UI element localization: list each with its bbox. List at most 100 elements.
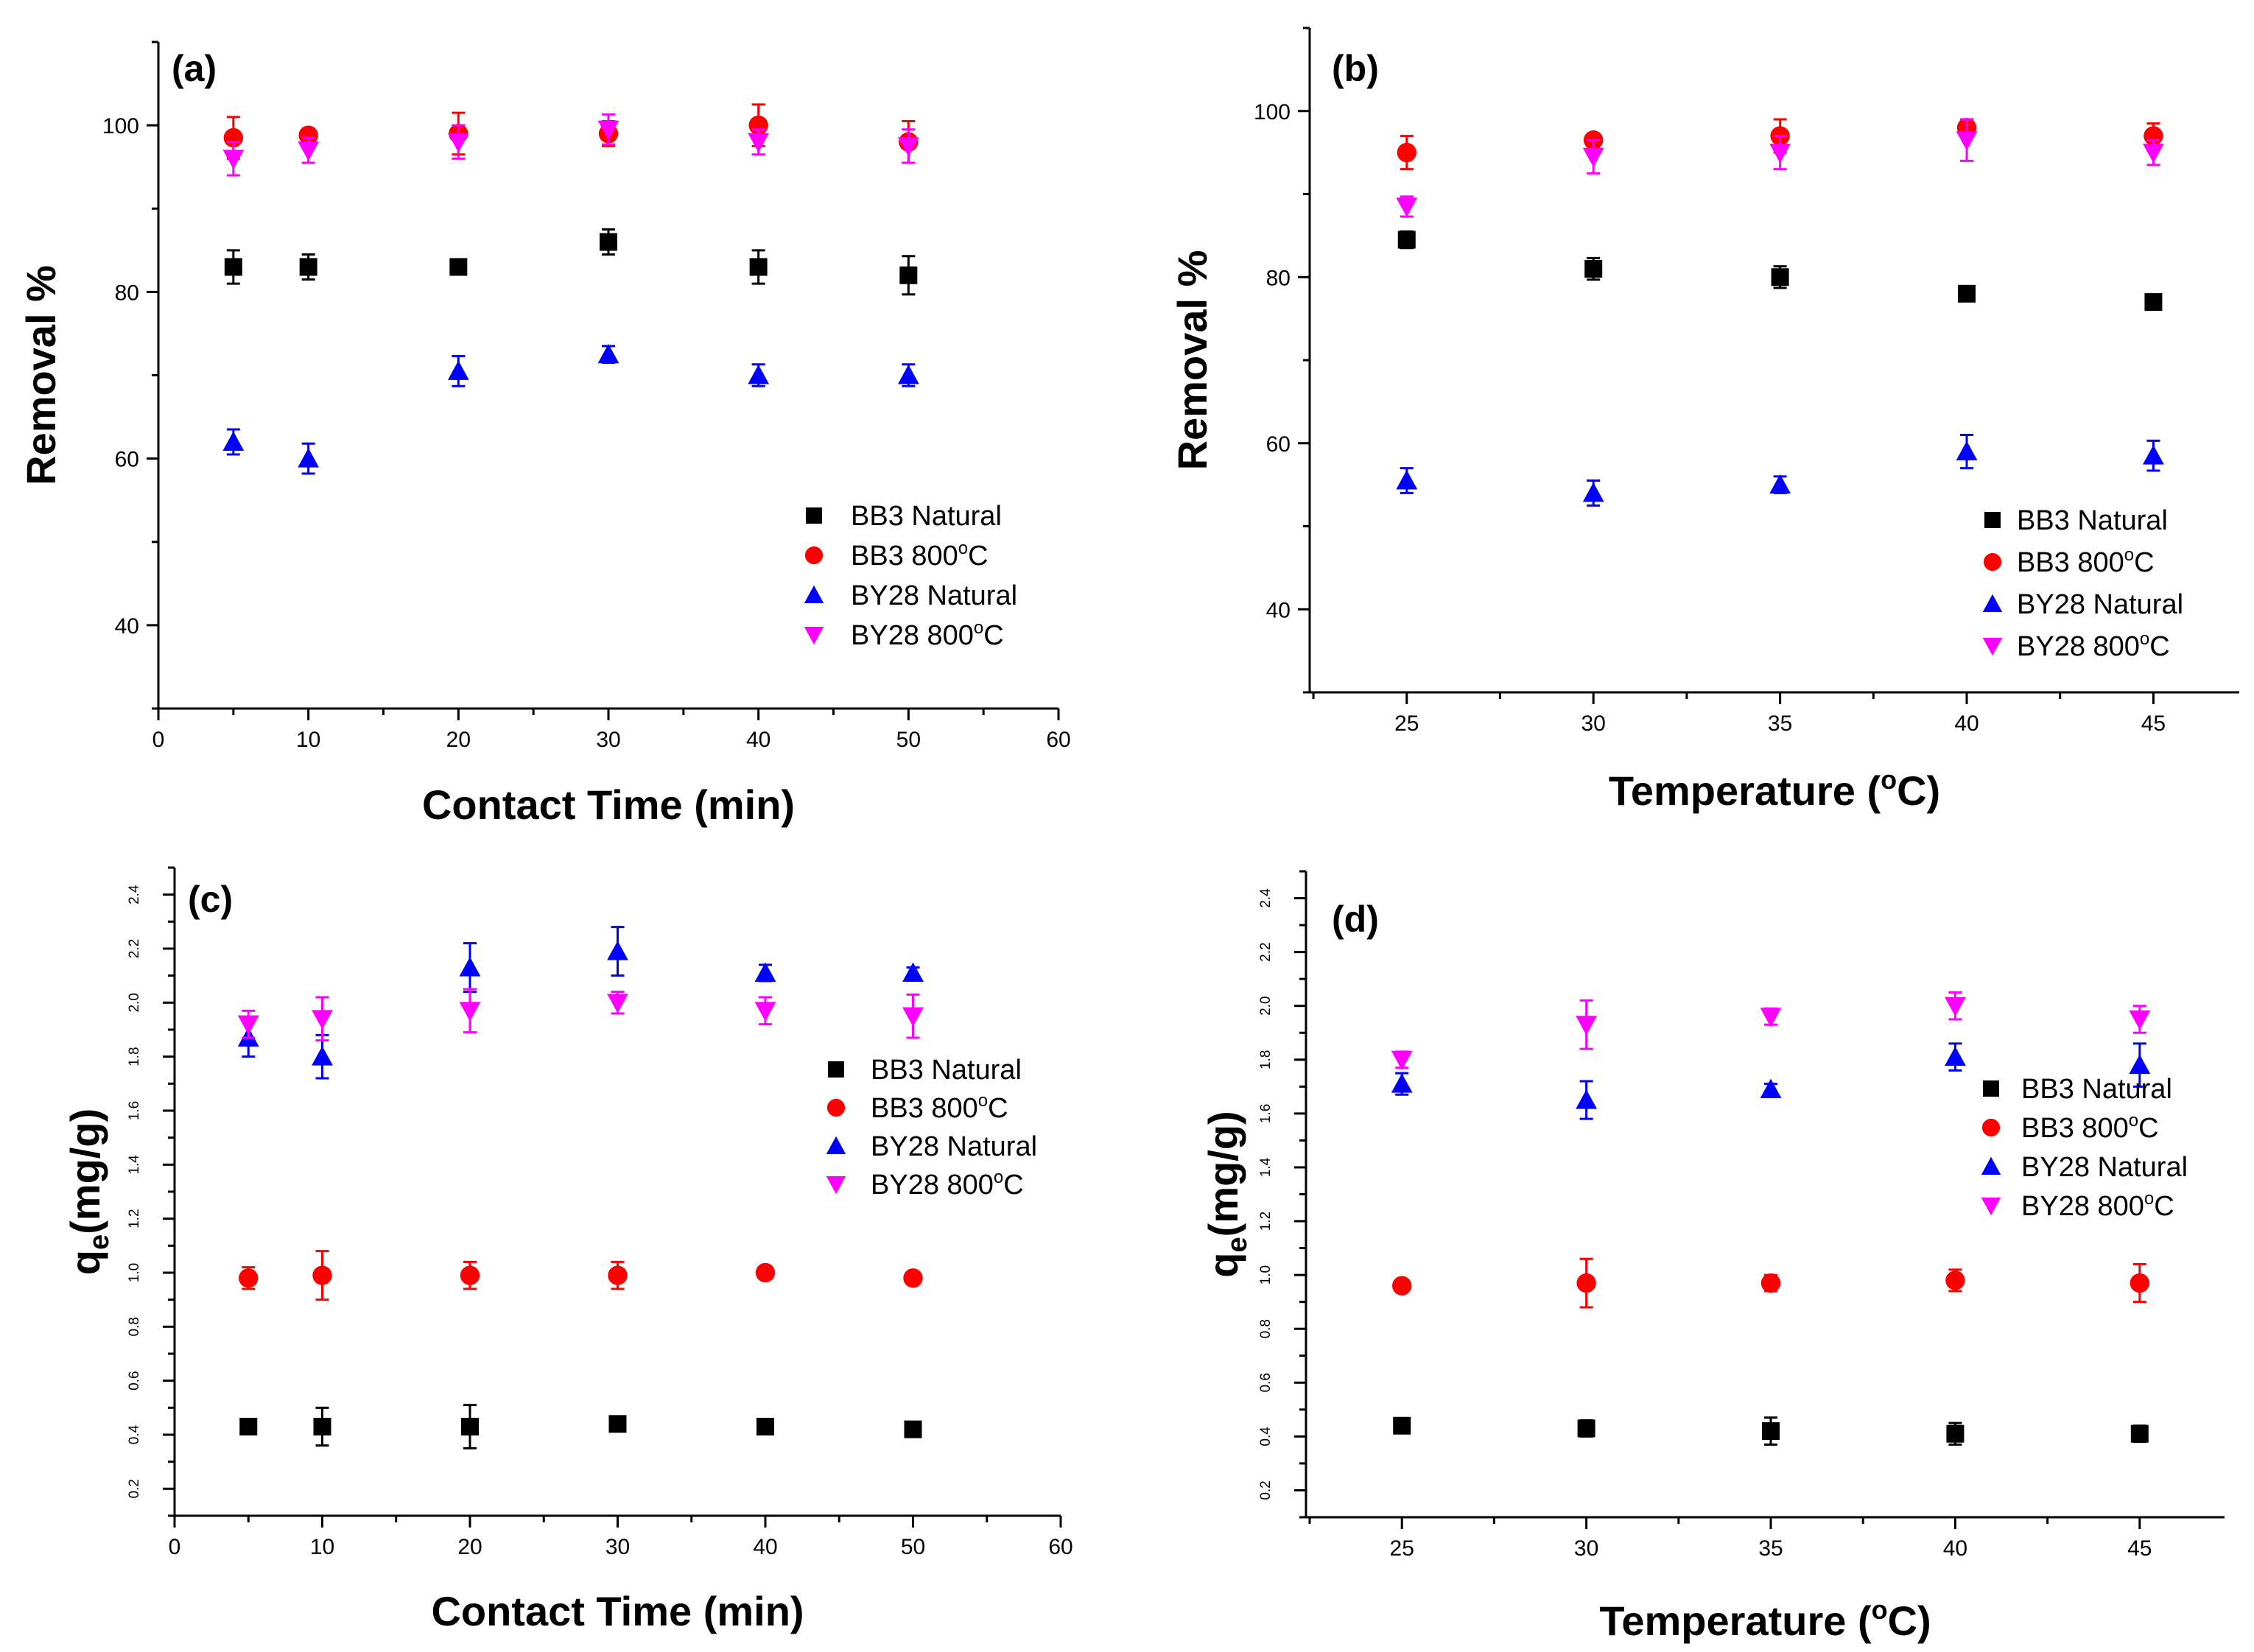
- legend-marker: [1981, 1118, 2001, 1137]
- legend-label: BB3 800oC: [2021, 1111, 2159, 1144]
- chart-panel-4: 25 30 35 40 45 0.2 0.4 0.6 0.8 1.0 1.2 1.4 1.6 1.8 2.0…: [1200, 870, 2225, 1644]
- x-tick-label: 10: [310, 1535, 334, 1559]
- y-tick-label: 0.8: [127, 1317, 142, 1336]
- y-tick-label: 40: [1266, 598, 1291, 622]
- data-point: [756, 1418, 774, 1435]
- legend-marker: [1981, 1156, 2001, 1175]
- series-bb3-800c: [223, 103, 919, 164]
- x-tick-label: 50: [896, 728, 921, 752]
- y-tick-label: 80: [1266, 266, 1291, 290]
- panel-label: (c): [188, 879, 233, 920]
- y-tick-label: 1.0: [1258, 1265, 1274, 1284]
- data-point: [1393, 1416, 1411, 1435]
- y-tick-label: 0.4: [127, 1424, 142, 1444]
- chart-panel-2: 25 30 35 40 45 40 60 80 100 Temperature (oC) Remov…: [1169, 27, 2239, 814]
- legend-label: BB3 800oC: [851, 538, 989, 572]
- data-point: [607, 941, 628, 960]
- data-point: [1576, 1273, 1596, 1293]
- legend-marker: [826, 1176, 846, 1195]
- data-point: [1584, 259, 1603, 278]
- data-point: [899, 266, 918, 284]
- legend: BB3 Natural BB3 800oC BY28 Natural BY28 800…: [1982, 505, 2183, 662]
- data-point: [600, 233, 617, 251]
- panel-label: (a): [172, 48, 217, 89]
- y-tick-label: 2.2: [1258, 942, 1274, 961]
- y-tick-label: 1.0: [127, 1263, 142, 1282]
- x-tick-label: 40: [746, 728, 770, 752]
- series-bb3-800c: [239, 1250, 923, 1301]
- data-point: [1577, 1419, 1595, 1438]
- legend-label: BY28 Natural: [2017, 589, 2183, 620]
- y-tick-label: 100: [102, 114, 139, 138]
- panel-label: (d): [1332, 899, 1379, 940]
- legend-label: BY28 Natural: [2021, 1152, 2188, 1183]
- data-point: [1582, 147, 1604, 168]
- data-point: [897, 137, 919, 157]
- legend-label: BB3 Natural: [2017, 505, 2168, 536]
- data-point: [447, 133, 469, 153]
- y-tick-label: 1.2: [1258, 1212, 1274, 1231]
- legend-marker: [1982, 638, 2003, 656]
- y-tick-label: 0.8: [1258, 1319, 1274, 1338]
- y-tick-label: 1.2: [127, 1209, 142, 1228]
- data-point: [754, 1002, 776, 1022]
- y-tick-label: 60: [115, 448, 139, 472]
- data-point: [312, 1046, 333, 1066]
- data-point: [1945, 1270, 1965, 1290]
- data-point: [461, 1418, 479, 1435]
- series-bb3-natural: [224, 228, 918, 296]
- y-tick-label: 0.6: [127, 1371, 142, 1390]
- series-by28-natural: [222, 343, 919, 475]
- x-axis-title: Temperature (oC): [1599, 1595, 1931, 1644]
- data-point: [1958, 284, 1976, 303]
- y-tick-label: 1.8: [127, 1047, 142, 1066]
- y-tick-label: 0.2: [127, 1479, 142, 1498]
- data-point: [1769, 474, 1791, 494]
- data-point: [1576, 1016, 1598, 1036]
- x-tick-label: 50: [901, 1535, 925, 1559]
- y-tick-label: 1.4: [1258, 1157, 1274, 1177]
- series-bb3-800c: [1392, 1257, 2150, 1309]
- legend: BB3 Natural BB3 800oC BY28 Natural BY28 800…: [1981, 1074, 2188, 1222]
- data-point: [607, 994, 628, 1013]
- data-point: [460, 1265, 480, 1285]
- y-tick-label: 0.4: [1258, 1427, 1274, 1447]
- legend: BB3 Natural BB3 800oC BY28 Natural BY28 800…: [804, 501, 1017, 651]
- legend-label: BY28 800oC: [2021, 1189, 2174, 1222]
- y-tick-label: 1.6: [1258, 1104, 1274, 1123]
- data-point: [904, 1420, 922, 1438]
- data-point: [903, 1268, 923, 1288]
- y-axis-title: qe(mg/g): [62, 1108, 115, 1275]
- data-point: [313, 1418, 331, 1435]
- series-bb3-natural: [239, 1404, 922, 1449]
- x-tick-label: 30: [1574, 1536, 1598, 1561]
- x-tick-label: 20: [457, 1535, 482, 1559]
- data-point: [1576, 1089, 1598, 1109]
- y-tick-label: 100: [1254, 100, 1291, 124]
- data-point: [1945, 1046, 1966, 1066]
- data-point: [2143, 144, 2164, 164]
- data-point: [312, 1265, 332, 1285]
- data-point: [755, 1262, 776, 1283]
- data-point: [2130, 1273, 2150, 1293]
- y-tick-label: 1.8: [1258, 1050, 1274, 1069]
- y-tick-label: 2.0: [127, 993, 142, 1012]
- data-point: [597, 120, 619, 141]
- data-point: [299, 258, 317, 276]
- series-by28-800c: [1396, 118, 2164, 218]
- legend-marker: [1984, 512, 2001, 528]
- series-by28-800c: [237, 988, 924, 1042]
- legend-label: BY28 Natural: [871, 1131, 1037, 1162]
- series-by28-natural: [1391, 1042, 2151, 1120]
- legend-label: BY28 800oC: [871, 1167, 1024, 1201]
- data-point: [1397, 142, 1416, 163]
- data-point: [312, 1010, 333, 1030]
- x-tick-label: 45: [2141, 711, 2166, 736]
- legend-marker: [1983, 552, 2002, 572]
- data-point: [608, 1265, 628, 1285]
- y-axis-title: Removal %: [18, 265, 64, 485]
- legend-label: BY28 Natural: [851, 580, 1017, 611]
- y-tick-label: 1.4: [127, 1155, 142, 1175]
- data-point: [897, 365, 919, 384]
